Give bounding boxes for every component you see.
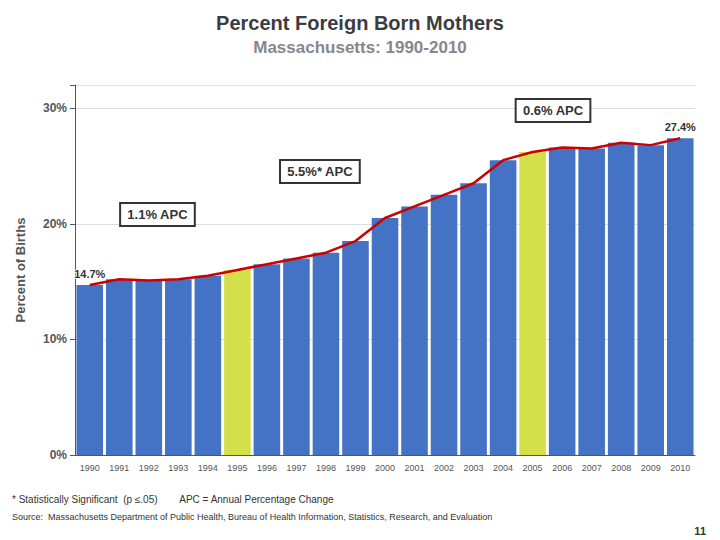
svg-text:Source: Massachusetts Departm: Source: Massachusetts Department of Publ… (12, 512, 492, 522)
svg-text:2003: 2003 (464, 463, 484, 473)
svg-text:1997: 1997 (286, 463, 306, 473)
svg-text:2006: 2006 (552, 463, 572, 473)
svg-text:1996: 1996 (257, 463, 277, 473)
svg-text:10%: 10% (43, 332, 67, 346)
svg-text:0.6% APC: 0.6% APC (523, 103, 584, 118)
svg-text:5.5%* APC: 5.5%* APC (287, 164, 353, 179)
svg-text:Massachusetts: 1990-2010: Massachusetts: 1990-2010 (253, 38, 467, 57)
svg-text:1995: 1995 (227, 463, 247, 473)
svg-text:2009: 2009 (641, 463, 661, 473)
svg-text:2005: 2005 (523, 463, 543, 473)
svg-text:2010: 2010 (670, 463, 690, 473)
svg-text:30%: 30% (43, 101, 67, 115)
svg-text:1999: 1999 (345, 463, 365, 473)
svg-text:* Statistically Significant (: * Statistically Significant (p ≤.05) APC… (12, 494, 334, 505)
svg-text:1998: 1998 (316, 463, 336, 473)
svg-text:2004: 2004 (493, 463, 513, 473)
svg-text:Percent of Births: Percent of Births (13, 218, 28, 323)
svg-text:20%: 20% (43, 217, 67, 231)
svg-text:1.1% APC: 1.1% APC (127, 207, 188, 222)
svg-text:27.4%: 27.4% (665, 121, 696, 133)
svg-text:11: 11 (694, 525, 706, 537)
svg-text:2008: 2008 (611, 463, 631, 473)
svg-text:0%: 0% (50, 448, 68, 462)
svg-text:2002: 2002 (434, 463, 454, 473)
svg-text:Percent Foreign Born Mothers: Percent Foreign Born Mothers (216, 12, 504, 34)
svg-text:2001: 2001 (405, 463, 425, 473)
svg-text:1994: 1994 (198, 463, 218, 473)
svg-text:1991: 1991 (109, 463, 129, 473)
svg-text:1993: 1993 (168, 463, 188, 473)
svg-text:14.7%: 14.7% (74, 268, 105, 280)
svg-text:2000: 2000 (375, 463, 395, 473)
svg-text:2007: 2007 (582, 463, 602, 473)
svg-text:1992: 1992 (139, 463, 159, 473)
svg-text:1990: 1990 (80, 463, 100, 473)
